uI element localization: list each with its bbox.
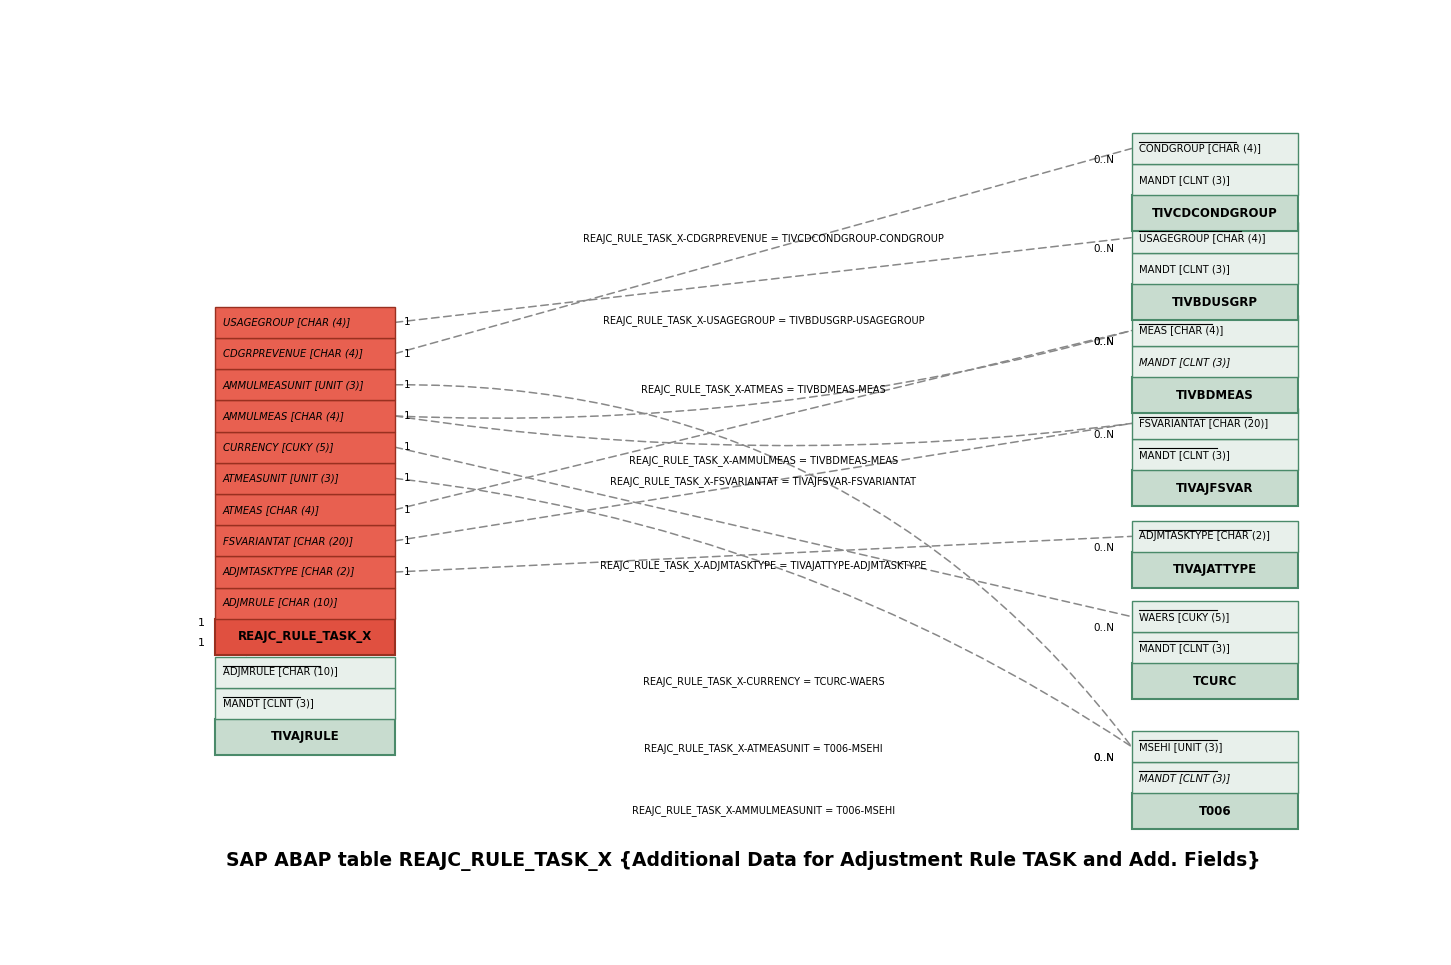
Bar [1132, 285, 1299, 320]
Text: MANDT [CLNT (3)]: MANDT [CLNT (3)] [1139, 773, 1230, 783]
Bar [1132, 133, 1299, 164]
Text: 1: 1 [403, 348, 411, 359]
Text: 1: 1 [403, 442, 411, 453]
Bar [215, 431, 395, 463]
Bar [1132, 552, 1299, 588]
Text: ADJMTASKTYPE [CHAR (2)]: ADJMTASKTYPE [CHAR (2)] [223, 567, 355, 577]
Text: ATMEASUNIT [UNIT (3)]: ATMEASUNIT [UNIT (3)] [223, 474, 340, 483]
Text: USAGEGROUP [CHAR (4)]: USAGEGROUP [CHAR (4)] [223, 317, 350, 327]
Text: ADJMRULE [CHAR (10)]: ADJMRULE [CHAR (10)] [223, 598, 338, 608]
Text: REAJC_RULE_TASK_X-FSVARIANTAT = TIVAJFSVAR-FSVARIANTAT: REAJC_RULE_TASK_X-FSVARIANTAT = TIVAJFSV… [611, 476, 917, 486]
Bar [1132, 601, 1299, 632]
Text: REAJC_RULE_TASK_X-CURRENCY = TCURC-WAERS: REAJC_RULE_TASK_X-CURRENCY = TCURC-WAERS [643, 676, 884, 687]
Text: SAP ABAP table REAJC_RULE_TASK_X {Additional Data for Adjustment Rule TASK and A: SAP ABAP table REAJC_RULE_TASK_X {Additi… [226, 851, 1261, 871]
Text: 0..N: 0..N [1094, 337, 1114, 346]
Text: AMMULMEASUNIT [UNIT (3)]: AMMULMEASUNIT [UNIT (3)] [223, 380, 364, 390]
Text: 1: 1 [403, 505, 411, 514]
Text: USAGEGROUP [CHAR (4)]: USAGEGROUP [CHAR (4)] [1139, 233, 1265, 242]
Text: CONDGROUP [CHAR (4)]: CONDGROUP [CHAR (4)] [1139, 144, 1261, 153]
Text: 0..N: 0..N [1094, 753, 1114, 762]
Text: 0..N: 0..N [1094, 753, 1114, 762]
Bar [1132, 408, 1299, 439]
Text: FSVARIANTAT [CHAR (20)]: FSVARIANTAT [CHAR (20)] [223, 536, 353, 546]
Text: TIVBDUSGRP: TIVBDUSGRP [1172, 296, 1258, 309]
Text: 1: 1 [403, 567, 411, 577]
Text: MEAS [CHAR (4)]: MEAS [CHAR (4)] [1139, 325, 1223, 336]
Text: TIVAJRULE: TIVAJRULE [271, 731, 340, 743]
Text: MANDT [CLNT (3)]: MANDT [CLNT (3)] [1139, 450, 1230, 459]
Text: 0..N: 0..N [1094, 542, 1114, 553]
Bar [1132, 470, 1299, 506]
Bar [215, 688, 395, 719]
Text: TIVAJATTYPE: TIVAJATTYPE [1172, 564, 1257, 576]
Bar [1132, 793, 1299, 829]
Text: 1: 1 [403, 380, 411, 390]
Bar [215, 494, 395, 525]
Text: 1: 1 [199, 619, 205, 628]
Bar [215, 338, 395, 370]
Bar [1132, 762, 1299, 793]
Text: REAJC_RULE_TASK_X-ATMEASUNIT = T006-MSEHI: REAJC_RULE_TASK_X-ATMEASUNIT = T006-MSEH… [644, 743, 882, 755]
Bar [1132, 315, 1299, 346]
Text: REAJC_RULE_TASK_X-USAGEGROUP = TIVBDUSGRP-USAGEGROUP: REAJC_RULE_TASK_X-USAGEGROUP = TIVBDUSGR… [602, 315, 924, 325]
Text: MANDT [CLNT (3)]: MANDT [CLNT (3)] [223, 699, 313, 708]
Text: AMMULMEAS [CHAR (4)]: AMMULMEAS [CHAR (4)] [223, 411, 345, 421]
Text: 0..N: 0..N [1094, 154, 1114, 165]
Text: FSVARIANTAT [CHAR (20)]: FSVARIANTAT [CHAR (20)] [1139, 419, 1268, 428]
Text: REAJC_RULE_TASK_X-AMMULMEASUNIT = T006-MSEHI: REAJC_RULE_TASK_X-AMMULMEASUNIT = T006-M… [631, 805, 895, 816]
Bar [215, 719, 395, 755]
Bar [1132, 632, 1299, 663]
Text: 1: 1 [403, 536, 411, 546]
Text: TCURC: TCURC [1193, 675, 1238, 688]
Text: MSEHI [UNIT (3)]: MSEHI [UNIT (3)] [1139, 742, 1223, 752]
Text: 0..N: 0..N [1094, 429, 1114, 440]
Bar [215, 307, 395, 338]
Text: ADJMTASKTYPE [CHAR (2)]: ADJMTASKTYPE [CHAR (2)] [1139, 532, 1270, 541]
Text: TIVCDCONDGROUP: TIVCDCONDGROUP [1152, 207, 1278, 220]
Bar [1132, 222, 1299, 253]
Bar [215, 588, 395, 619]
Bar [215, 557, 395, 588]
Text: 0..N: 0..N [1094, 244, 1114, 254]
Text: REAJC_RULE_TASK_X-ATMEAS = TIVBDMEAS-MEAS: REAJC_RULE_TASK_X-ATMEAS = TIVBDMEAS-MEA… [641, 384, 885, 395]
Bar [1132, 164, 1299, 195]
Bar [1132, 439, 1299, 470]
Bar [215, 525, 395, 557]
Text: CURRENCY [CUKY (5)]: CURRENCY [CUKY (5)] [223, 442, 334, 453]
Bar [1132, 663, 1299, 699]
Bar [215, 657, 395, 688]
Bar [215, 619, 395, 654]
Text: 1: 1 [403, 474, 411, 483]
Text: MANDT [CLNT (3)]: MANDT [CLNT (3)] [1139, 175, 1230, 184]
Bar [215, 370, 395, 400]
Text: WAERS [CUKY (5)]: WAERS [CUKY (5)] [1139, 612, 1229, 621]
Bar [215, 463, 395, 494]
Bar [1132, 377, 1299, 413]
Bar [215, 400, 395, 431]
Text: 1: 1 [403, 317, 411, 327]
Text: 0..N: 0..N [1094, 622, 1114, 633]
Text: REAJC_RULE_TASK_X-AMMULMEAS = TIVBDMEAS-MEAS: REAJC_RULE_TASK_X-AMMULMEAS = TIVBDMEAS-… [628, 455, 898, 466]
Bar [1132, 195, 1299, 231]
Text: ADJMRULE [CHAR (10)]: ADJMRULE [CHAR (10)] [223, 668, 338, 677]
Text: 1: 1 [403, 411, 411, 421]
Text: TIVAJFSVAR: TIVAJFSVAR [1177, 482, 1254, 495]
Bar [1132, 346, 1299, 377]
Text: REAJC_RULE_TASK_X: REAJC_RULE_TASK_X [238, 630, 373, 644]
Bar [1132, 253, 1299, 285]
Bar [1132, 731, 1299, 762]
Text: T006: T006 [1199, 805, 1230, 817]
Text: REAJC_RULE_TASK_X-CDGRPREVENUE = TIVCDCONDGROUP-CONDGROUP: REAJC_RULE_TASK_X-CDGRPREVENUE = TIVCDCO… [583, 233, 943, 244]
Text: 0..N: 0..N [1094, 337, 1114, 346]
Text: MANDT [CLNT (3)]: MANDT [CLNT (3)] [1139, 643, 1230, 653]
Text: REAJC_RULE_TASK_X-ADJMTASKTYPE = TIVAJATTYPE-ADJMTASKTYPE: REAJC_RULE_TASK_X-ADJMTASKTYPE = TIVAJAT… [601, 560, 927, 571]
Bar [1132, 521, 1299, 552]
Text: MANDT [CLNT (3)]: MANDT [CLNT (3)] [1139, 357, 1230, 367]
Text: 1: 1 [199, 638, 205, 648]
Text: MANDT [CLNT (3)]: MANDT [CLNT (3)] [1139, 263, 1230, 274]
Text: ATMEAS [CHAR (4)]: ATMEAS [CHAR (4)] [223, 505, 321, 514]
Text: CDGRPREVENUE [CHAR (4)]: CDGRPREVENUE [CHAR (4)] [223, 348, 363, 359]
Text: TIVBDMEAS: TIVBDMEAS [1175, 389, 1254, 401]
